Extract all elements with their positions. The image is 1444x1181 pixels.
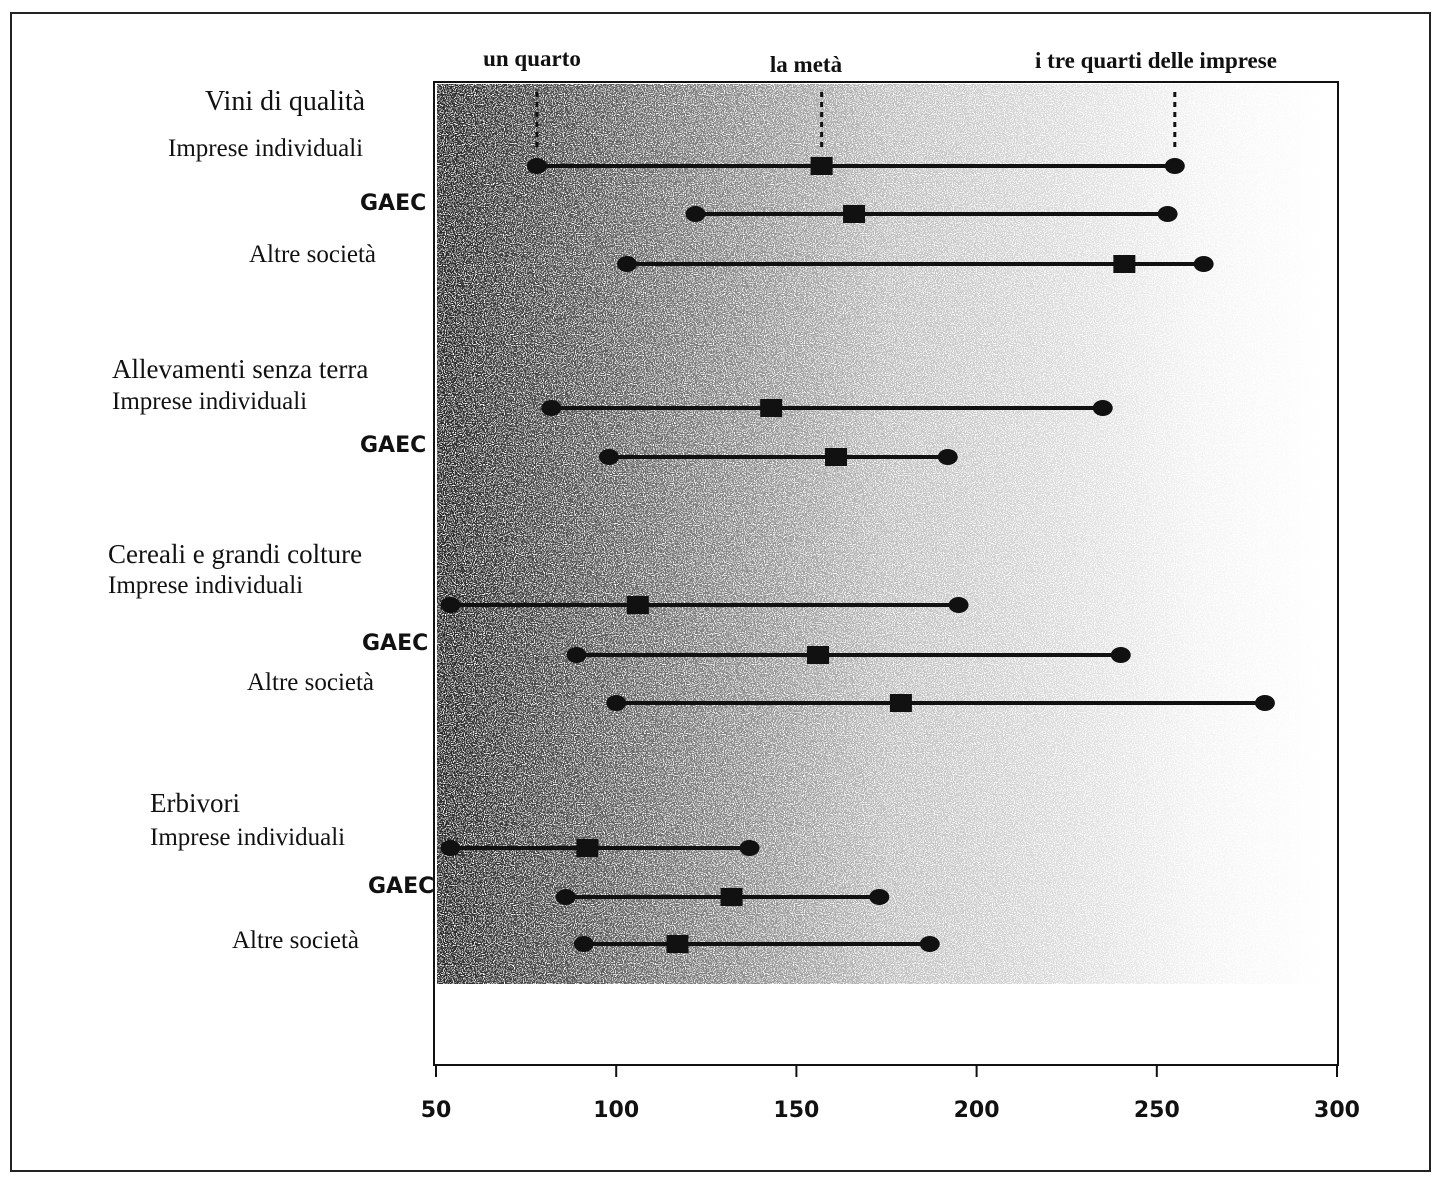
stipple-texture bbox=[437, 84, 1337, 984]
plot-area bbox=[433, 81, 1339, 1066]
x-tick-label: 250 bbox=[1134, 1098, 1180, 1123]
x-tick-label: 100 bbox=[593, 1098, 639, 1123]
rows-layer bbox=[440, 157, 1275, 953]
q1-marker bbox=[440, 597, 461, 613]
q3-marker bbox=[1110, 647, 1131, 663]
median-marker bbox=[720, 888, 743, 906]
median-marker bbox=[666, 935, 689, 953]
group-title: Erbivori bbox=[150, 788, 240, 818]
x-tick-label: 200 bbox=[954, 1098, 1000, 1123]
row-label: Imprese individuali bbox=[150, 824, 345, 851]
reference-layer: un quarto la metà i tre quarti delle impre… bbox=[483, 46, 1277, 152]
reference-label-q3: i tre quarti delle imprese bbox=[1035, 48, 1277, 73]
q1-marker bbox=[617, 256, 638, 272]
row-label: GAEC bbox=[362, 631, 428, 656]
median-marker bbox=[807, 646, 830, 664]
median-marker bbox=[576, 839, 599, 857]
x-tick-label: 300 bbox=[1314, 1098, 1360, 1123]
q3-marker bbox=[739, 840, 760, 856]
q3-marker bbox=[948, 597, 969, 613]
q3-marker bbox=[1157, 206, 1178, 222]
median-marker bbox=[825, 448, 848, 466]
row-label: GAEC bbox=[360, 191, 426, 216]
q1-marker bbox=[555, 889, 576, 905]
q1-marker bbox=[598, 449, 619, 465]
q1-marker bbox=[440, 840, 461, 856]
row-label: Imprese individuali bbox=[168, 135, 363, 162]
x-tick-label: 150 bbox=[773, 1098, 819, 1123]
group-title: Vini di qualità bbox=[205, 86, 366, 117]
reference-label-median: la metà bbox=[770, 52, 843, 77]
row-label: Altre società bbox=[249, 241, 376, 268]
q3-marker bbox=[1092, 400, 1113, 416]
median-marker bbox=[1113, 255, 1136, 273]
q1-marker bbox=[541, 400, 562, 416]
q3-marker bbox=[1254, 695, 1275, 711]
row-label: GAEC bbox=[368, 874, 434, 899]
q3-marker bbox=[919, 936, 940, 952]
x-tick-label: 50 bbox=[421, 1098, 452, 1123]
median-marker bbox=[889, 694, 912, 712]
q1-marker bbox=[526, 158, 547, 174]
row-label: Altre società bbox=[232, 927, 359, 954]
q3-marker bbox=[937, 449, 958, 465]
reference-label-q1: un quarto bbox=[483, 46, 581, 71]
row-label: Altre società bbox=[247, 669, 374, 696]
median-marker bbox=[843, 205, 866, 223]
q1-marker bbox=[685, 206, 706, 222]
median-marker bbox=[626, 596, 649, 614]
group-title: Cereali e grandi colture bbox=[108, 539, 362, 569]
q3-marker bbox=[869, 889, 890, 905]
x-axis: 50 100 150 200 250 300 bbox=[421, 1065, 1360, 1123]
group-title: Allevamenti senza terra bbox=[112, 354, 368, 384]
q3-marker bbox=[1193, 256, 1214, 272]
q3-marker bbox=[1164, 158, 1185, 174]
row-label: Imprese individuali bbox=[108, 572, 303, 599]
median-marker bbox=[810, 157, 833, 175]
row-label: Imprese individuali bbox=[112, 388, 307, 415]
q1-marker bbox=[606, 695, 627, 711]
row-label: GAEC bbox=[360, 433, 426, 458]
median-marker bbox=[760, 399, 783, 417]
q1-marker bbox=[573, 936, 594, 952]
row-labels: Vini di qualità Imprese individuali GAEC Al… bbox=[108, 86, 434, 954]
q1-marker bbox=[566, 647, 587, 663]
